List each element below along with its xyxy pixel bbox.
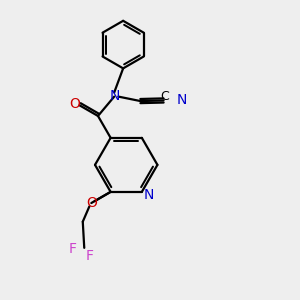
Text: N: N xyxy=(143,188,154,203)
Text: O: O xyxy=(70,97,80,111)
Text: O: O xyxy=(86,196,97,210)
Text: N: N xyxy=(110,89,120,103)
Text: F: F xyxy=(69,242,77,256)
Text: N: N xyxy=(176,93,187,107)
Text: F: F xyxy=(85,249,94,263)
Text: C: C xyxy=(160,90,169,103)
